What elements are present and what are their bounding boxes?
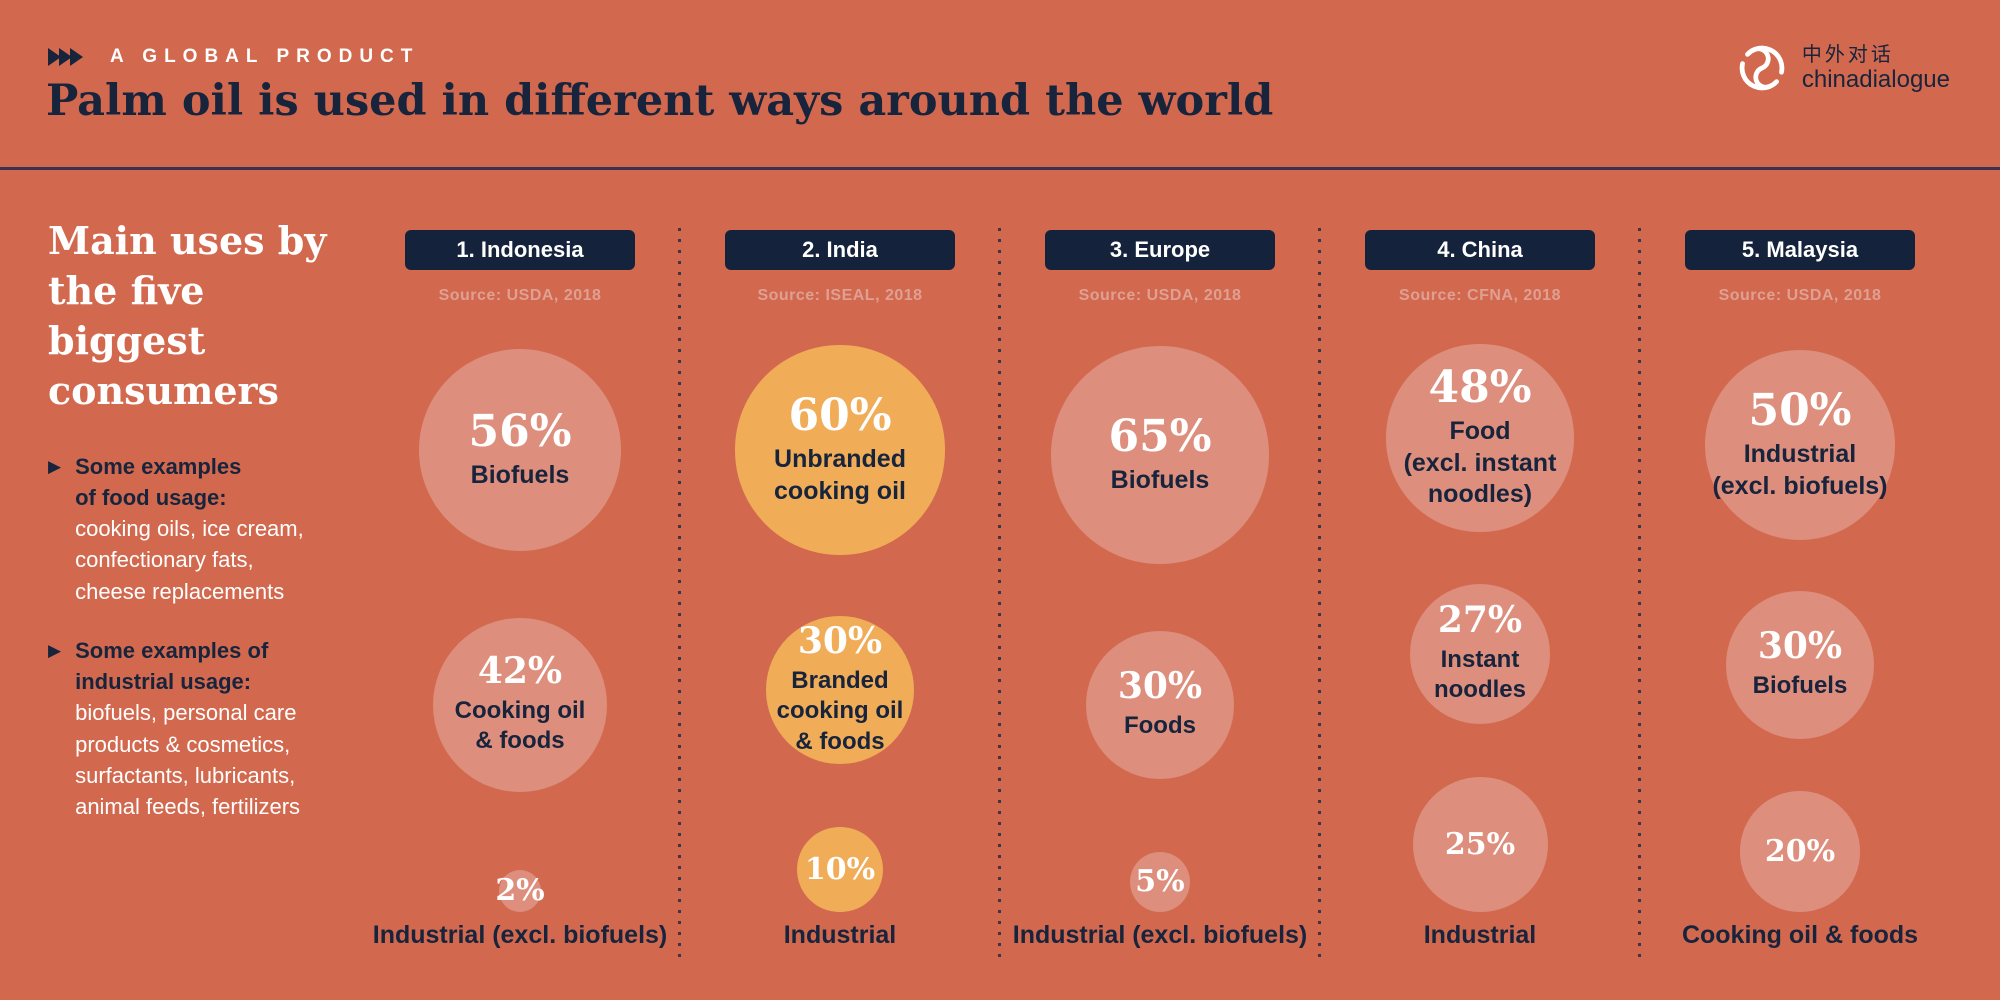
column-footer-label: Industrial [1423, 921, 1537, 949]
bubble-label: Unbranded cooking oil [774, 444, 906, 505]
country-rank-badge: 3. Europe [1045, 230, 1275, 270]
logo-text: 中外对话 chinadialogue [1801, 41, 1950, 94]
source-label: Source: USDA, 2018 [438, 287, 602, 304]
source-label: Source: ISEAL, 2018 [757, 287, 923, 304]
country-column: 2. India Source: ISEAL, 2018 Industrial … [680, 0, 1000, 1000]
bubble-percentage: 30% [1117, 665, 1203, 708]
logo-text-cn: 中外对话 [1801, 41, 1894, 66]
bubble-percentage: 5% [1135, 864, 1185, 900]
bullet-body: Some examples of industrial usage: biofu… [75, 635, 300, 822]
bubble-percentage: 60% [788, 389, 892, 441]
column-divider [678, 228, 681, 965]
country-rank-label: 1. Indonesia [456, 237, 584, 262]
usage-bubble: 10% [797, 826, 883, 912]
usage-bubble: 27% Instant noodles [1409, 583, 1551, 725]
country-column: 4. China Source: CFNA, 2018 Industrial 4… [1320, 0, 1640, 1000]
country-rank-badge: 5. Malaysia [1685, 230, 1915, 270]
usage-bubble: 48% Food (excl. instant noodles) [1386, 344, 1574, 532]
usage-bubble: 30% Foods [1086, 631, 1234, 779]
country-rank-label: 3. Europe [1109, 237, 1211, 262]
country-rank-label: 4. China [1437, 237, 1523, 262]
usage-bubble: 60% Unbranded cooking oil [735, 345, 945, 555]
triangle-bullet-icon: ▶ [48, 640, 62, 660]
source-label: Source: USDA, 2018 [1718, 287, 1882, 304]
usage-bubble: 30% Biofuels [1726, 591, 1874, 739]
bubble-percentage: 20% [1764, 833, 1836, 869]
usage-bubble: 42% Cooking oil & foods [432, 617, 608, 793]
bubble-percentage: 48% [1428, 361, 1532, 413]
bubble-percentage: 30% [1757, 625, 1843, 668]
usage-bubble: 30% Branded cooking oil & foods [766, 616, 914, 764]
bubble-label: Branded cooking oil & foods [776, 666, 904, 755]
bubble-percentage: 10% [804, 851, 876, 887]
sidebar-heading: Main uses by the five biggest consumers [48, 218, 327, 414]
bubble-percentage: 30% [797, 619, 883, 662]
usage-bubble: 50% Industrial (excl. biofuels) [1704, 349, 1896, 541]
column-footer-label: Industrial (excl. biofuels) [372, 921, 668, 949]
sidebar-bullet-food: ▶ Some examples of food usage: cooking o… [48, 451, 360, 607]
country-rank-badge: 4. China [1365, 230, 1595, 270]
bubble-label: Biofuels [470, 460, 570, 489]
bubble-percentage: 56% [468, 405, 572, 457]
eyebrow-row: A GLOBAL PRODUCT [48, 46, 419, 68]
bubble-label: Biofuels [1110, 465, 1210, 494]
bubble-percentage: 2% [495, 873, 545, 909]
country-rank-badge: 1. Indonesia [405, 230, 635, 270]
bubble-label: Instant noodles [1433, 645, 1526, 704]
bubble-label: Food (excl. instant noodles) [1403, 416, 1557, 509]
usage-bubble: 56% Biofuels [418, 348, 622, 552]
column-footer-label: Cooking oil & foods [1681, 921, 1919, 949]
usage-bubble: 20% [1739, 791, 1861, 912]
country-column: 3. Europe Source: USDA, 2018 Industrial … [1000, 0, 1320, 1000]
column-divider [998, 228, 1001, 965]
country-rank-label: 5. Malaysia [1741, 237, 1859, 262]
bubble-percentage: 27% [1437, 599, 1523, 642]
source-label: Source: USDA, 2018 [1078, 287, 1242, 304]
triangle-bullet-icon: ▶ [48, 456, 62, 476]
bubble-label: Biofuels [1752, 672, 1848, 700]
bubble-percentage: 65% [1108, 410, 1212, 462]
bubble-percentage: 25% [1444, 826, 1516, 862]
fast-forward-icon [48, 48, 83, 66]
usage-bubble: 5% [1129, 851, 1191, 912]
bullet-heading: Some examples of food usage: [75, 453, 242, 510]
logo-text-en: chinadialogue [1801, 65, 1950, 93]
page-title: Palm oil is used in different ways aroun… [46, 76, 1274, 126]
column-divider [1638, 228, 1641, 965]
column-footer-label: Industrial [783, 921, 897, 949]
country-column: 5. Malaysia Source: USDA, 2018 Cooking o… [1640, 0, 1960, 1000]
eyebrow-label: A GLOBAL PRODUCT [110, 46, 420, 67]
country-rank-badge: 2. India [725, 230, 955, 270]
usage-bubble: 65% Biofuels [1051, 346, 1269, 564]
usage-bubble: 2% [495, 870, 545, 912]
sidebar-bullet-industrial: ▶ Some examples of industrial usage: bio… [48, 635, 360, 822]
bubble-label: Cooking oil & foods [454, 696, 586, 755]
source-label: Source: CFNA, 2018 [1399, 287, 1561, 304]
bubble-percentage: 42% [477, 650, 563, 693]
country-column: 1. Indonesia Source: USDA, 2018 Industri… [360, 0, 680, 1000]
bullet-text: biofuels, personal care products & cosme… [75, 700, 301, 819]
column-footer-label: Industrial (excl. biofuels) [1012, 921, 1308, 949]
chinadialogue-logo: 中外对话 chinadialogue [1736, 42, 1950, 94]
sidebar: Main uses by the five biggest consumers … [48, 216, 360, 850]
bubble-label: Foods [1123, 712, 1196, 740]
bubble-percentage: 50% [1748, 384, 1852, 436]
usage-bubble: 25% [1412, 777, 1548, 912]
bullet-heading: Some examples of industrial usage: [75, 637, 269, 695]
bullet-body: Some examples of food usage: cooking oil… [75, 451, 304, 607]
bullet-text: cooking oils, ice cream, confectionary f… [75, 516, 304, 604]
country-rank-label: 2. India [802, 237, 878, 262]
chinadialogue-logo-icon [1739, 45, 1785, 91]
column-divider [1318, 228, 1321, 965]
header-divider [0, 167, 2000, 170]
bubble-label: Industrial (excl. biofuels) [1712, 439, 1888, 500]
